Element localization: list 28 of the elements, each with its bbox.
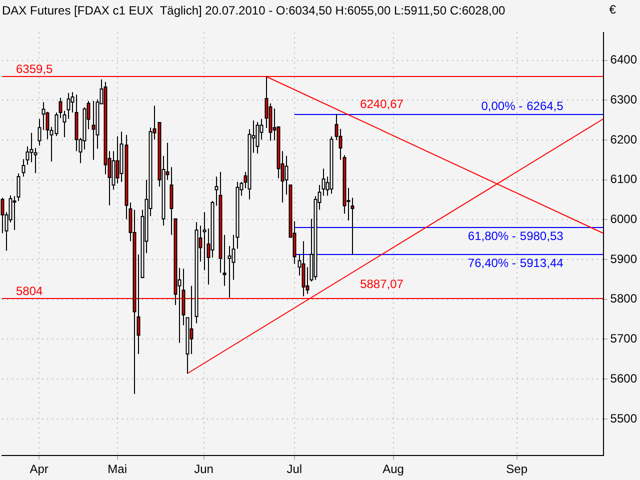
annotation: 0,00% - [481, 98, 523, 113]
y-tick-label: 5600 [610, 371, 638, 386]
x-tick-label: Jun [194, 462, 214, 476]
y-tick-label: 6300 [610, 92, 638, 106]
x-tick-label: Aug [382, 462, 404, 476]
annotation: 76,40% - [468, 256, 516, 270]
y-tick-label: 6200 [610, 132, 638, 146]
y-tick-label: 5700 [610, 332, 638, 346]
ref-line-label: 6264,5 [526, 98, 564, 113]
y-tick-label: 6400 [610, 52, 638, 67]
x-tick-label: Apr [30, 462, 48, 476]
y-axis-title: € [609, 2, 616, 16]
ref-line-label: 5804 [16, 284, 44, 298]
annotation: 61,80% - [468, 228, 516, 243]
ref-line-label: 5913,44 [520, 256, 564, 270]
x-tick-label: Mai [108, 462, 127, 476]
y-tick-label: 6100 [610, 172, 638, 186]
annotation: 5887,07 [360, 276, 404, 291]
x-tick-label: Sep [506, 462, 528, 476]
y-tick-label: 5500 [610, 411, 638, 426]
chart-title: DAX Futures [FDAX c1 EUX Täglich] 20.07.2010 - O:6034,50 H:6055,00 L:5911,50 C:6028,00 [2, 4, 506, 18]
ref-line-label: 5980,53 [520, 228, 564, 243]
ref-line-label: 6359,5 [16, 62, 54, 76]
x-tick-label: Jul [286, 462, 302, 476]
y-tick-label: 5900 [610, 252, 638, 266]
y-tick-label: 5800 [610, 292, 638, 306]
annotation: 6240,67 [360, 96, 404, 111]
y-tick-label: 6000 [610, 212, 638, 226]
